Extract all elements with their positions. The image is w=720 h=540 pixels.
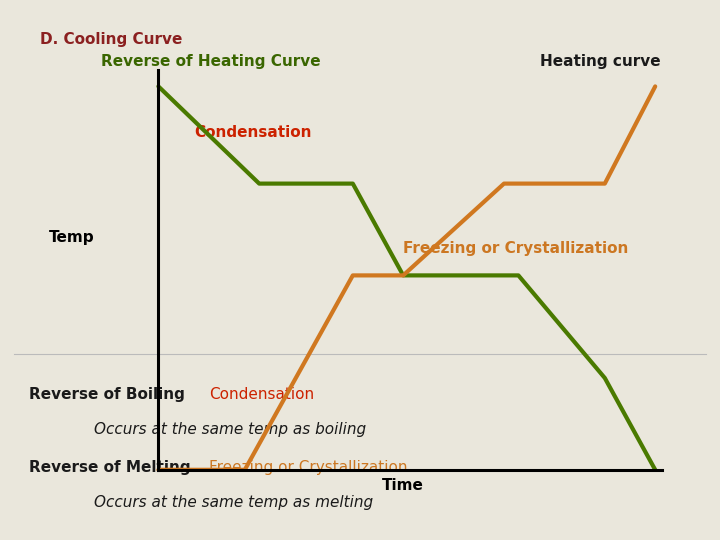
Text: Reverse of Melting: Reverse of Melting bbox=[29, 460, 190, 475]
Text: Reverse of Heating Curve: Reverse of Heating Curve bbox=[101, 54, 320, 69]
Text: D. Cooling Curve: D. Cooling Curve bbox=[40, 32, 182, 48]
Text: Freezing or Crystallization: Freezing or Crystallization bbox=[209, 460, 408, 475]
Text: Condensation: Condensation bbox=[194, 125, 312, 140]
Text: Temp: Temp bbox=[49, 230, 95, 245]
Text: Occurs at the same temp as boiling: Occurs at the same temp as boiling bbox=[94, 422, 366, 437]
Text: Condensation: Condensation bbox=[209, 387, 314, 402]
Text: Heating curve: Heating curve bbox=[540, 54, 661, 69]
Text: Freezing or Crystallization: Freezing or Crystallization bbox=[403, 241, 629, 256]
Text: Time: Time bbox=[382, 478, 424, 494]
Text: Occurs at the same temp as melting: Occurs at the same temp as melting bbox=[94, 495, 373, 510]
Text: Reverse of Boiling: Reverse of Boiling bbox=[29, 387, 184, 402]
